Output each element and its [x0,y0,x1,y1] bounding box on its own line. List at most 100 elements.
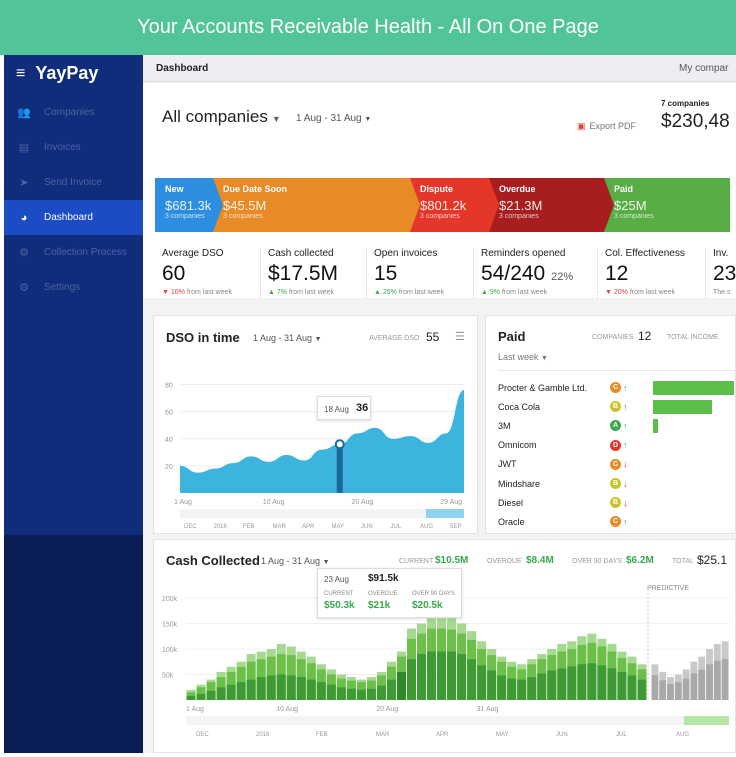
paid-row[interactable]: Omnicom D ↑ [498,436,736,455]
paid-bar [653,418,658,433]
paid-row[interactable]: JWT C ↓ [498,455,736,474]
y-tick-label: 40 [165,437,173,444]
nav-label: 2016 [214,524,228,530]
export-pdf-button[interactable]: ▣ Export PDF [577,121,636,132]
paid-period-selector[interactable]: Last week ▼ [498,352,548,362]
kpi-value-text: 54/240 [481,262,546,285]
cash-bar-over-90-days [447,651,457,700]
app-logo[interactable]: ≡ YayPay [16,63,98,84]
kpi-value: 60 [162,262,260,286]
paid-row[interactable]: 3M A ↑ [498,416,736,435]
sidebar-item-send-invoice[interactable]: ➤ Send Invoice [4,165,143,200]
grade-badge: B [610,478,621,489]
cash-bar-over-90-days [537,673,547,700]
pipeline-segment-paid[interactable]: Paid $25M 3 companies [604,178,730,232]
segment-count: 3 companies [614,213,654,220]
avg-dso-label: AVERAGE DSO [369,335,420,342]
kpi-col-effectiveness[interactable]: Col. Effectiveness 12 ▼ 20% from last week [598,248,706,298]
paid-row[interactable]: Coca Cola B ↑ [498,397,736,416]
segment-value: $45.5M [223,198,267,213]
segment-name: Dispute [420,184,454,194]
paid-card: Paid COMPANIES 12 TOTAL INCOME Last week… [485,315,736,534]
segment-arrow [489,178,499,232]
arrow-up-icon: ↑ [623,440,628,451]
gear-icon: ⚙ [19,282,29,294]
pipeline-segment-dispute[interactable]: Dispute $801.2k 3 companies [410,178,499,232]
cash-bar-over-90-days [376,685,386,700]
cash-bar-over-90-days [547,670,557,700]
dso-tooltip-date: 18 Aug [324,405,349,414]
cash-bar-over-90-days [577,664,587,700]
sidebar-item-invoices[interactable]: ▤ Invoices [4,130,143,165]
sidebar-item-companies[interactable]: 👥 Companies [4,95,143,130]
top-bar: Dashboard My compar [143,55,736,82]
cash-bar-over-90-days [346,688,356,700]
cash-bar-over-90-days [567,666,577,700]
cash-bar-over-90-days [627,675,637,700]
hamburger-icon[interactable]: ≡ [16,64,26,82]
sidebar-item-settings[interactable]: ⚙ Settings [4,270,143,305]
nav-label: JUN [556,732,568,738]
kpi-delta-note: from last week [398,289,444,296]
kpi-cash-collected[interactable]: Cash collected $17.5M ▲ 7% from last week [261,248,367,298]
kpi-reminders-opened[interactable]: Reminders opened 54/240 22% ▲ 9% from last… [474,248,598,298]
sidebar-nav: 👥 Companies ▤ Invoices ➤ Send Invoice ◕ Dashboa… [4,95,143,305]
cash-bar-over-90-days [406,659,416,700]
kpi-open-invoices[interactable]: Open invoices 15 ▲ 25% from last week [367,248,474,298]
company-menu[interactable]: My compar [679,63,729,74]
cash-range-selection [684,716,729,725]
segment-arrow [410,178,420,232]
menu-icon[interactable]: ☰ [455,331,465,343]
segment-name: Overdue [499,184,536,194]
sidebar-item-label: Dashboard [44,212,93,223]
pipeline-segment-overdue[interactable]: Overdue $21.3M 3 companies [489,178,614,232]
cash-bar-over-90-days [186,695,196,700]
nav-label: JUL [391,524,402,530]
dso-point [334,439,345,450]
y-tick-label: 200k [162,596,178,603]
tooltip-current-label: CURRENT [324,591,354,597]
cash-bar-over-90-days [507,678,517,700]
arrow-up-icon: ↑ [623,516,628,527]
paid-row[interactable]: Diesel B ↓ [498,493,736,512]
tooltip-current-value: $50.3k [324,600,355,611]
cash-range-navigator [186,716,729,725]
kpi-subvalue: 22% [551,271,574,283]
arrow-down-icon: ↓ [623,497,628,508]
paid-row[interactable]: Procter & Gamble Ltd. C ↑ [498,378,736,397]
y-tick-label: 60 [165,410,173,417]
pipeline-segment-due-date-soon[interactable]: Due Date Soon $45.5M 3 companies [213,178,420,232]
cash-overdue-value: $8.4M [526,555,554,566]
predictive-bar-inner [713,660,721,700]
sidebar: ≡ YayPay 👥 Companies ▤ Invoices ➤ Send Invoice… [4,55,143,753]
x-tick-label: 20 Aug [352,499,374,506]
document-icon: ▤ [18,142,30,154]
cash-bar-over-90-days [417,654,427,700]
paid-companies-value: 12 [638,329,652,343]
sidebar-item-collection-process[interactable]: ⚙ Collection Process [4,235,143,270]
kpi-delta: ▲ 25% from last week [374,289,473,296]
cash-date-range[interactable]: 1 Aug - 31 Aug ▼ [261,556,330,566]
cash-bar-over-90-days [467,659,477,700]
kpi-inv-[interactable]: Inv. 23 The s [706,248,736,298]
cogs-icon: ⚙ [19,247,29,259]
company-name: Mindshare [498,478,541,489]
cash-bar-over-90-days [236,682,246,700]
cash-bar-over-90-days [296,677,306,700]
paid-row[interactable]: Mindshare B ↓ [498,474,736,493]
date-range-selector[interactable]: 1 Aug - 31 Aug ▼ [296,113,371,124]
dso-date-range[interactable]: 1 Aug - 31 Aug ▼ [253,333,322,343]
grade-badge: B [610,401,621,413]
y-tick-label: 50k [162,673,174,680]
company-selector[interactable]: All companies ▼ [162,107,281,127]
grade-badge: D [610,439,621,451]
kpi-label: Average DSO [162,248,224,259]
cash-bar-over-90-days [457,654,467,700]
kpi-average-dso[interactable]: Average DSO 60 ▼ 10% from last week [155,248,261,298]
sidebar-item-dashboard[interactable]: ◕ Dashboard [4,200,143,235]
page-title: Dashboard [156,63,209,74]
paid-row[interactable]: Oracle C ↑ [498,512,736,531]
trend-arrow-icon: ▼ [162,289,169,296]
date-range-label: 1 Aug - 31 Aug [296,113,362,124]
pipeline-segment-new[interactable]: New $681.3k 3 companies [155,178,223,232]
